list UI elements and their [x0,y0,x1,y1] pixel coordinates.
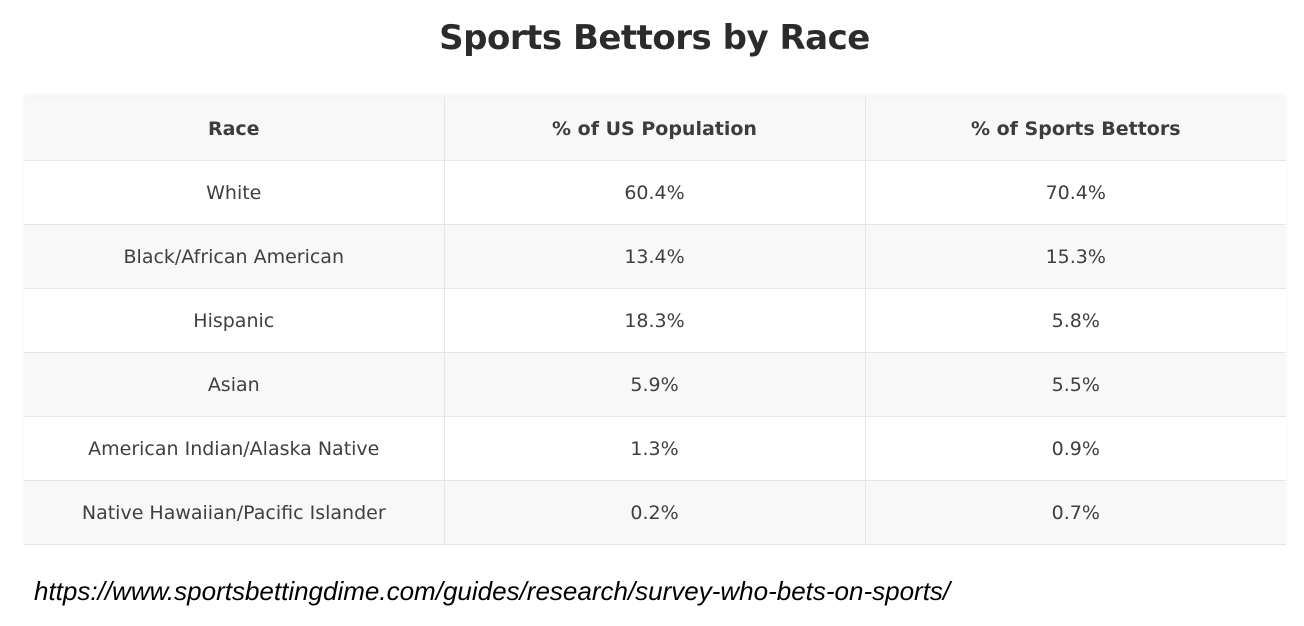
us-population-cell: 0.2% [444,480,866,545]
sports-bettors-cell: 5.8% [865,288,1286,353]
sports-bettors-cell: 15.3% [865,224,1286,289]
us-population-cell: 18.3% [444,288,866,353]
race-cell: Asian [24,352,445,417]
table-row: Native Hawaiian/Pacific Islander 0.2% 0.… [24,480,1286,545]
race-cell: White [24,160,445,225]
table-header-row: Race % of US Population % of Sports Bett… [24,97,1286,161]
table-row: Asian 5.9% 5.5% [24,352,1286,417]
race-cell: American Indian/Alaska Native [24,416,445,481]
header-sports-bettors: % of Sports Bettors [865,97,1286,161]
us-population-cell: 13.4% [444,224,866,289]
page-title: Sports Bettors by Race [439,18,870,58]
data-table-container: Race % of US Population % of Sports Bett… [24,97,1286,545]
us-population-cell: 5.9% [444,352,866,417]
table-row: White 60.4% 70.4% [24,160,1286,225]
race-cell: Black/African American [24,224,445,289]
header-race: Race [24,97,445,161]
race-cell: Hispanic [24,288,445,353]
table-row: Black/African American 13.4% 15.3% [24,224,1286,289]
source-url: https://www.sportsbettingdime.com/guides… [34,576,951,606]
table-row: American Indian/Alaska Native 1.3% 0.9% [24,416,1286,481]
us-population-cell: 60.4% [444,160,866,225]
us-population-cell: 1.3% [444,416,866,481]
sports-bettors-cell: 5.5% [865,352,1286,417]
header-us-population: % of US Population [444,97,866,161]
sports-bettors-cell: 0.9% [865,416,1286,481]
sports-bettors-cell: 70.4% [865,160,1286,225]
sports-bettors-cell: 0.7% [865,480,1286,545]
table-row: Hispanic 18.3% 5.8% [24,288,1286,353]
race-table: Race % of US Population % of Sports Bett… [24,97,1286,545]
race-cell: Native Hawaiian/Pacific Islander [24,480,445,545]
